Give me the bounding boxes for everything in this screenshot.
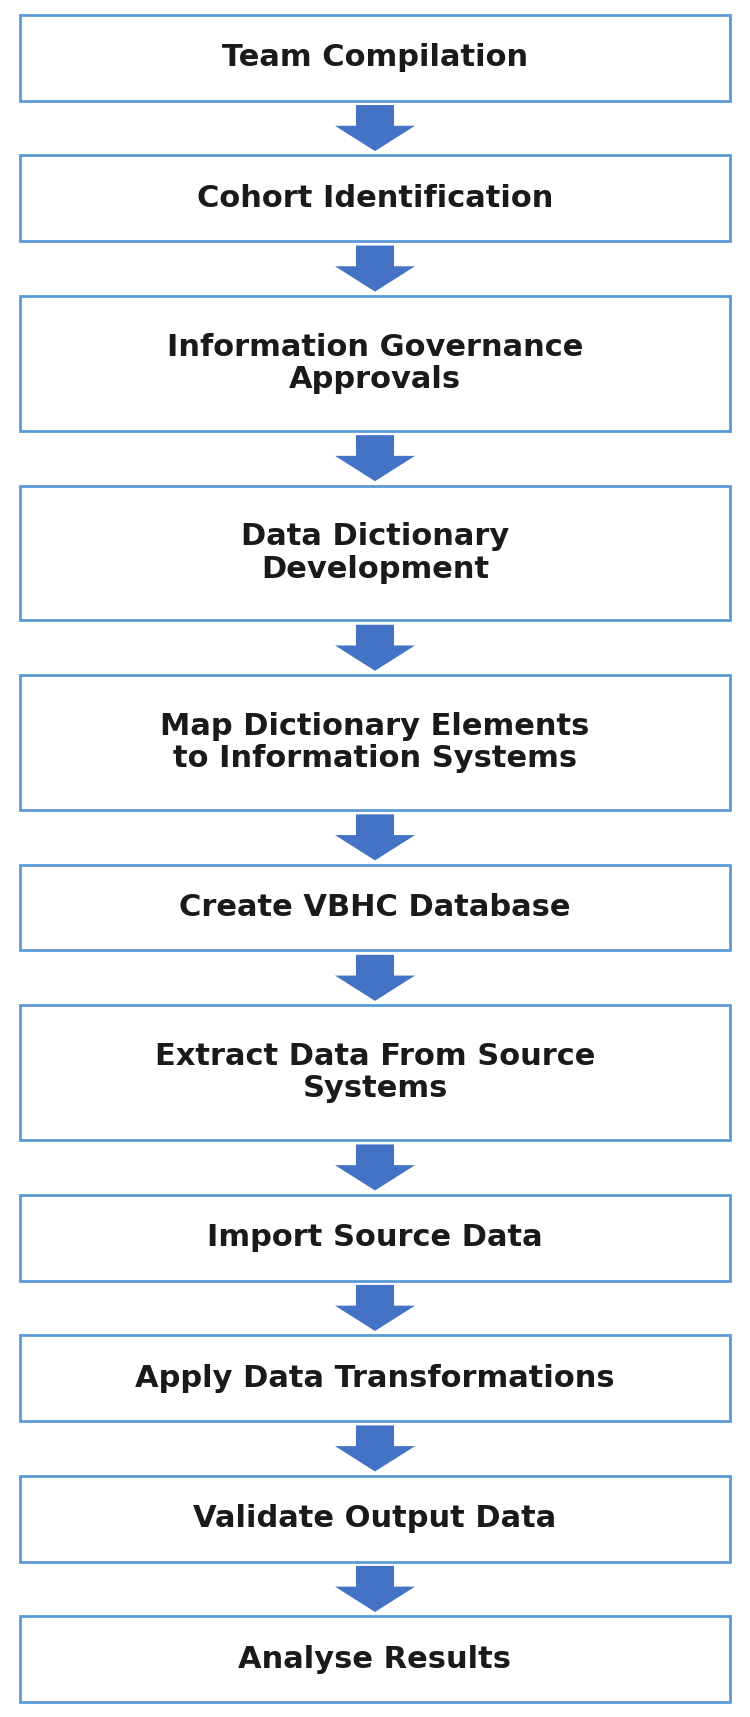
Text: Validate Output Data: Validate Output Data [194, 1504, 556, 1533]
Text: Team Compilation: Team Compilation [222, 43, 528, 72]
Polygon shape [335, 625, 415, 671]
Polygon shape [335, 1145, 415, 1190]
Text: Import Source Data: Import Source Data [207, 1223, 543, 1252]
Text: Information Governance
Approvals: Information Governance Approvals [166, 333, 584, 395]
Bar [20, 295, 730, 431]
Polygon shape [335, 105, 415, 151]
Bar [20, 156, 730, 240]
Bar [20, 675, 730, 810]
Polygon shape [335, 814, 415, 860]
Polygon shape [335, 1284, 415, 1331]
Bar [20, 15, 730, 101]
Text: Create VBHC Database: Create VBHC Database [179, 893, 571, 922]
Bar [20, 1195, 730, 1281]
Text: Cohort Identification: Cohort Identification [196, 184, 554, 213]
Polygon shape [335, 246, 415, 292]
Bar [20, 1616, 730, 1702]
Text: Map Dictionary Elements
to Information Systems: Map Dictionary Elements to Information S… [160, 713, 590, 773]
Text: Extract Data From Source
Systems: Extract Data From Source Systems [154, 1042, 596, 1104]
Text: Apply Data Transformations: Apply Data Transformations [135, 1363, 615, 1392]
Text: Analyse Results: Analyse Results [238, 1645, 512, 1674]
Polygon shape [335, 955, 415, 1001]
Polygon shape [335, 434, 415, 481]
Bar [20, 1477, 730, 1561]
Bar [20, 1336, 730, 1422]
Text: Data Dictionary
Development: Data Dictionary Development [241, 522, 509, 584]
Polygon shape [335, 1566, 415, 1612]
Bar [20, 865, 730, 951]
Bar [20, 486, 730, 620]
Bar [20, 1004, 730, 1140]
Polygon shape [335, 1425, 415, 1471]
